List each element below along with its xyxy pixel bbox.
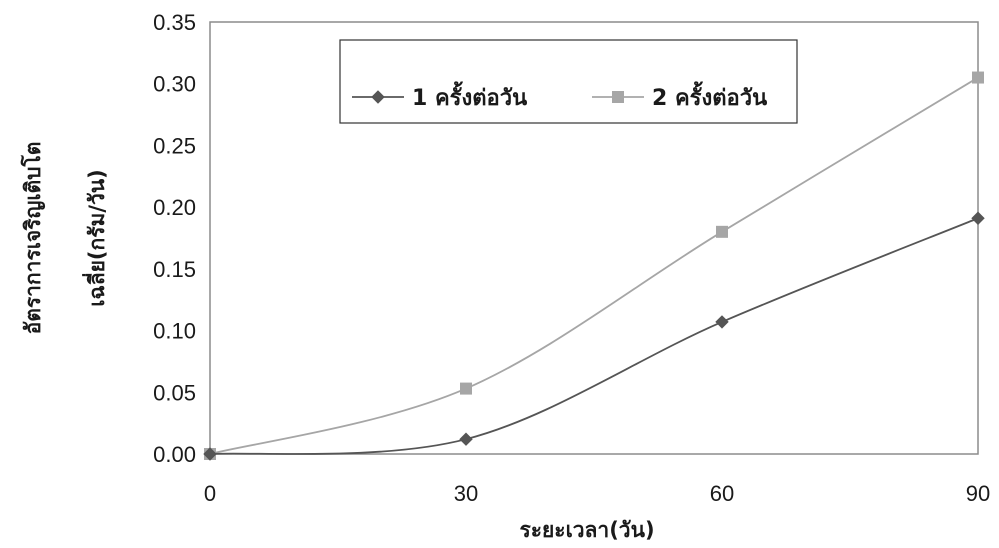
series-1-point <box>459 432 473 446</box>
y-axis-title-line2: เฉลี่ย(กรัม/วัน) <box>81 169 109 307</box>
y-tick-label: 0.05 <box>153 380 196 405</box>
x-axis-title: ระยะเวลา(วัน) <box>519 518 654 542</box>
legend-label: 1 ครั้งต่อวัน <box>412 81 527 111</box>
y-tick-label: 0.25 <box>153 133 196 158</box>
series-2-point <box>460 382 472 395</box>
legend: 1 ครั้งต่อวัน 2 ครั้งต่อวัน <box>339 39 798 124</box>
series-1-point <box>971 211 985 225</box>
x-tick-label: 0 <box>204 481 216 506</box>
x-axis: 0 30 60 90 <box>204 481 990 506</box>
series-layer <box>203 71 985 461</box>
y-tick-label: 0.30 <box>153 72 196 97</box>
series-2-point <box>972 71 984 84</box>
y-tick-label: 0.10 <box>153 319 196 344</box>
series-1-point <box>203 447 217 461</box>
legend-marker <box>612 91 624 103</box>
y-tick-label: 0.35 <box>153 10 196 35</box>
y-tick-label: 0.20 <box>153 195 196 220</box>
series-1-line <box>209 217 979 455</box>
y-tick-label: 0.15 <box>153 257 196 282</box>
series-1-point <box>715 315 729 329</box>
series-2-point <box>716 225 728 238</box>
legend-item-2: 2 ครั้งต่อวัน <box>592 81 767 111</box>
series-1 <box>203 211 985 461</box>
legend-label: 2 ครั้งต่อวัน <box>652 81 767 111</box>
x-tick-label: 30 <box>454 481 478 506</box>
series-2-line <box>209 76 979 455</box>
y-axis: 0.00 0.05 0.10 0.15 0.20 0.25 0.30 0.35 <box>153 10 196 467</box>
legend-box <box>339 39 798 124</box>
legend-marker <box>371 90 385 104</box>
x-tick-label: 60 <box>710 481 734 506</box>
y-tick-label: 0.00 <box>153 442 196 467</box>
legend-item-1: 1 ครั้งต่อวัน <box>352 81 527 111</box>
x-tick-label: 90 <box>966 481 990 506</box>
y-axis-title-line1: อัตราการเจริญเติบโต <box>20 142 46 335</box>
